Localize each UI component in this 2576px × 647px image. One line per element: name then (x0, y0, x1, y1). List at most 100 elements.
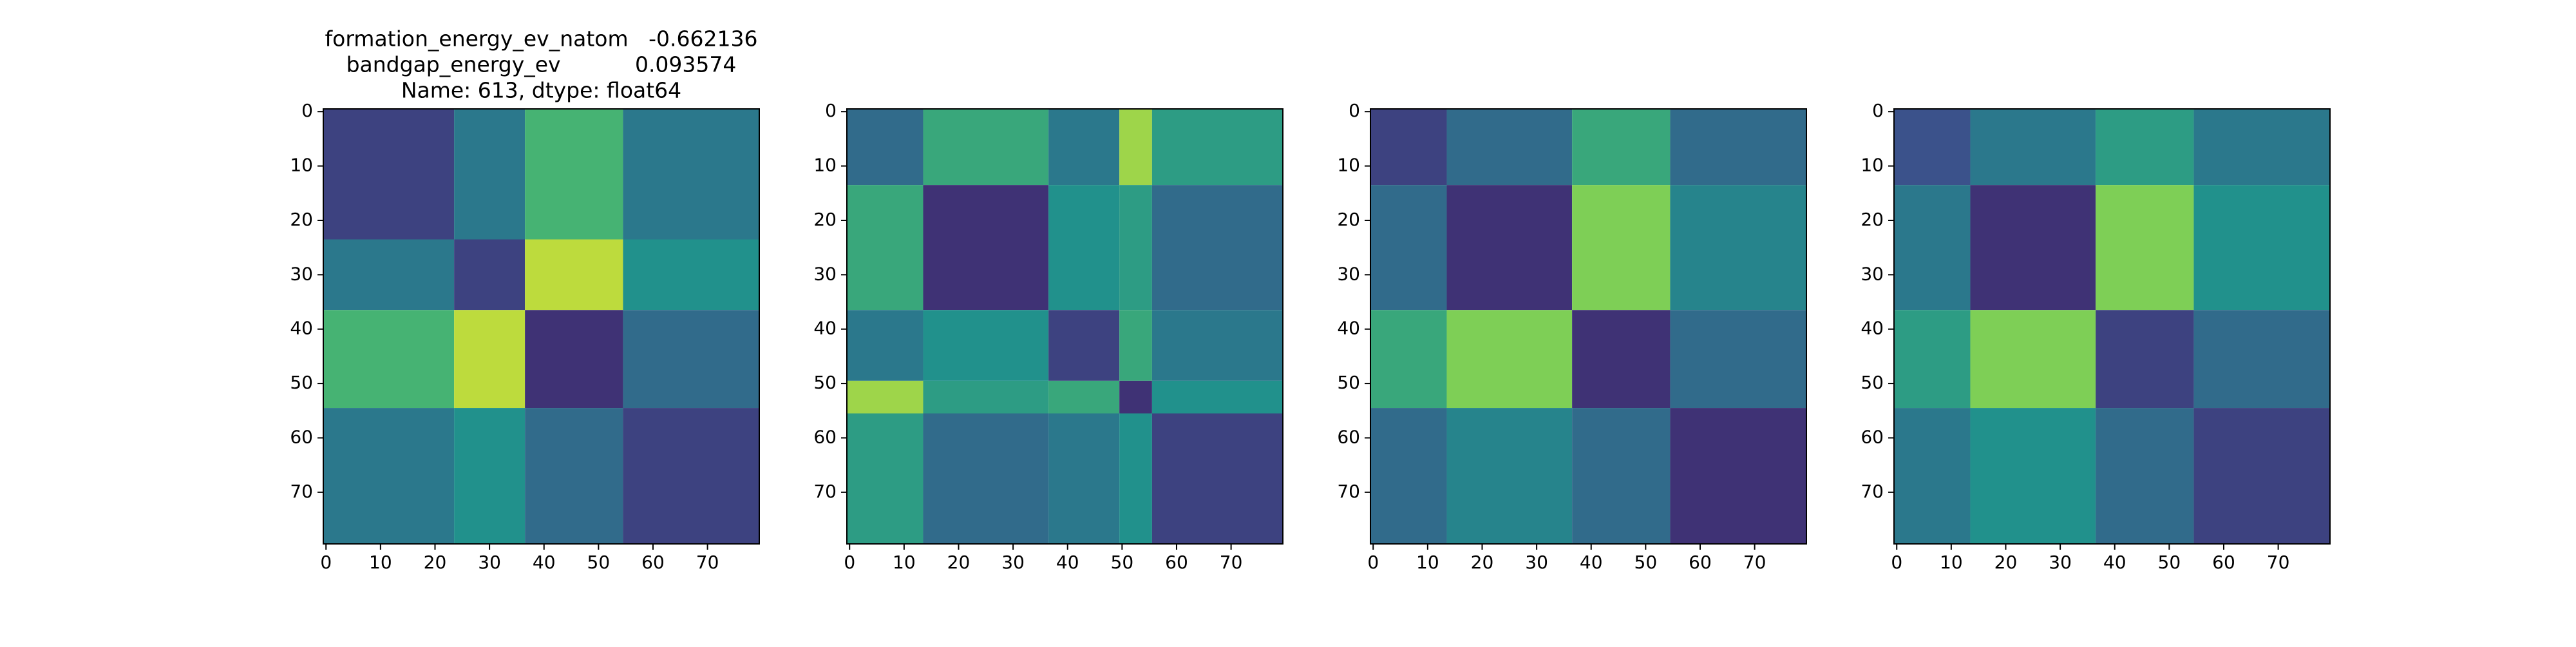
y-tick-label: 30 (1861, 263, 1884, 284)
heatmap-cell (1670, 408, 1806, 544)
heatmap-cell (623, 310, 759, 409)
y-tick-label: 20 (1861, 209, 1884, 230)
heatmap-cell (1670, 109, 1806, 186)
heatmap-cell (1894, 310, 1971, 409)
heatmap-cell (847, 310, 923, 381)
x-tick-label: 60 (1165, 552, 1188, 573)
heatmap-cell (1151, 109, 1283, 186)
x-tick-label: 30 (1525, 552, 1548, 573)
y-tick-label: 10 (1337, 155, 1360, 176)
heatmap-cell (1119, 413, 1152, 544)
heatmap-cell (454, 109, 526, 240)
y-tick-label: 20 (290, 209, 313, 230)
heatmap-cell (2193, 185, 2330, 311)
y-tick-label: 50 (813, 372, 837, 393)
x-tick-label: 50 (1634, 552, 1658, 573)
y-tick-label: 40 (290, 318, 313, 339)
x-tick-label: 20 (1994, 552, 2018, 573)
y-tick-label: 60 (813, 426, 837, 447)
heatmap-cell (1151, 185, 1283, 311)
heatmap-cell (1048, 109, 1120, 186)
heatmap-cell (1151, 413, 1283, 544)
x-tick-label: 50 (587, 552, 611, 573)
heatmap-cell (1370, 185, 1447, 311)
heatmap-cell (923, 380, 1049, 414)
heatmap-cell (323, 310, 455, 409)
heatmap-cell (2096, 185, 2194, 311)
x-tick-label: 30 (2049, 552, 2072, 573)
heatmap-cell (2193, 408, 2330, 544)
x-tick-label: 60 (1689, 552, 1712, 573)
x-tick-label: 70 (2267, 552, 2290, 573)
heatmap-cell (1119, 380, 1152, 414)
heatmap-cell (2096, 109, 2194, 186)
x-tick-label: 20 (947, 552, 971, 573)
heatmap-cell (2096, 408, 2194, 544)
heatmap-cell (2096, 310, 2194, 409)
heatmap-cell (847, 380, 923, 414)
y-tick-label: 70 (290, 481, 313, 502)
y-tick-label: 50 (1861, 372, 1884, 393)
heatmap-cell (923, 413, 1049, 544)
heatmap-cell (1048, 380, 1120, 414)
chart-title: Name: 613, dtype: float64 (401, 78, 681, 103)
heatmap-cell (847, 413, 923, 544)
heatmap-cell (323, 109, 455, 240)
heatmap-cell (1572, 408, 1671, 544)
chart-title: formation_energy_ev_natom -0.662136 (325, 26, 758, 52)
x-tick-label: 30 (1001, 552, 1025, 573)
heatmap-cell (923, 185, 1049, 311)
axes-frame (1893, 108, 2331, 545)
heatmap-cell (1572, 185, 1671, 311)
x-tick-label: 60 (641, 552, 665, 573)
y-tick-label: 30 (813, 263, 837, 284)
y-tick-label: 70 (1861, 481, 1884, 502)
heatmap-cell (525, 109, 623, 240)
y-tick-label: 20 (813, 209, 837, 230)
heatmap-cell (323, 408, 455, 544)
heatmap-cell (1894, 185, 1971, 311)
y-tick-label: 10 (1861, 155, 1884, 176)
x-tick-label: 70 (1743, 552, 1766, 573)
chart-title: bandgap_energy_ev 0.093574 (346, 52, 737, 77)
x-tick-label: 10 (1940, 552, 1963, 573)
heatmap-cell (1894, 408, 1971, 544)
heatmap-cell (1572, 109, 1671, 186)
y-tick-label: 40 (1337, 318, 1360, 339)
x-tick-label: 70 (1220, 552, 1243, 573)
x-tick-label: 50 (1111, 552, 1134, 573)
heatmap-cell (454, 310, 526, 409)
heatmap-cell (1048, 310, 1120, 381)
heatmap-cell (1446, 185, 1573, 311)
axes-frame (323, 108, 760, 545)
heatmap-cell (1048, 413, 1120, 544)
heatmap-cell (847, 109, 923, 186)
heatmap-cell (525, 310, 623, 409)
y-tick-label: 20 (1337, 209, 1360, 230)
x-tick-label: 70 (696, 552, 719, 573)
y-tick-label: 70 (813, 481, 837, 502)
y-tick-label: 40 (1861, 318, 1884, 339)
heatmap-cell (1670, 310, 1806, 409)
heatmap-cell (623, 239, 759, 311)
y-tick-label: 10 (813, 155, 837, 176)
heatmap-cell (1151, 380, 1283, 414)
y-tick-label: 10 (290, 155, 313, 176)
x-tick-label: 40 (1056, 552, 1079, 573)
x-tick-label: 10 (893, 552, 916, 573)
x-tick-label: 0 (1891, 552, 1902, 573)
y-tick-label: 0 (1872, 100, 1884, 121)
x-tick-label: 0 (320, 552, 332, 573)
y-tick-label: 70 (1337, 481, 1360, 502)
heatmap-cell (923, 310, 1049, 381)
y-tick-label: 60 (290, 426, 313, 447)
heatmap-cell (323, 239, 455, 311)
y-tick-label: 60 (1861, 426, 1884, 447)
heatmap-cell (847, 185, 923, 311)
heatmap-cell (1048, 185, 1120, 311)
x-tick-label: 10 (369, 552, 392, 573)
heatmap-cell (1970, 408, 2096, 544)
x-tick-label: 0 (844, 552, 855, 573)
x-tick-label: 20 (424, 552, 447, 573)
